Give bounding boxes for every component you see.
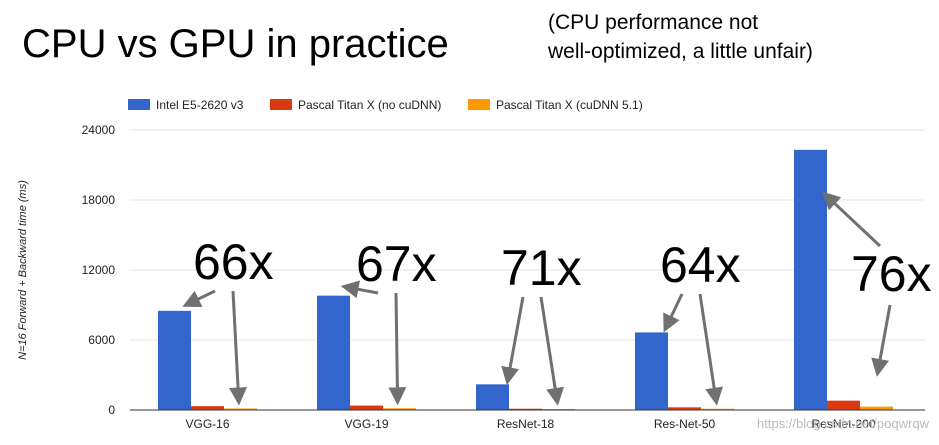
speedup-label: 66x bbox=[193, 234, 274, 290]
speedup-annotations: 66x 67x 71x 64x 76x bbox=[182, 191, 932, 406]
arrow-to-gpu-bar bbox=[539, 296, 565, 406]
y-tick-label: 18000 bbox=[82, 193, 116, 207]
speedup-label: 67x bbox=[356, 236, 437, 292]
bar bbox=[383, 408, 416, 410]
bar bbox=[158, 310, 191, 410]
x-tick-label: ResNet-200 bbox=[811, 417, 875, 431]
y-tick-label: 12000 bbox=[82, 263, 116, 277]
legend-swatch bbox=[468, 99, 490, 110]
speedup-label: 76x bbox=[851, 246, 932, 302]
bar bbox=[509, 408, 542, 410]
arrow-to-cpu-bar bbox=[663, 293, 684, 333]
arrow-to-cpu-bar bbox=[182, 289, 216, 308]
y-tick-label: 6000 bbox=[88, 333, 115, 347]
watermark: https://blog.csdn.net/poqwrqw bbox=[757, 416, 930, 431]
bar bbox=[350, 405, 383, 410]
arrow-to-cpu-bar bbox=[340, 280, 379, 299]
bar bbox=[701, 408, 734, 410]
legend: Intel E5-2620 v3 Pascal Titan X (no cuDNN… bbox=[128, 98, 643, 112]
grid-lines bbox=[130, 129, 925, 341]
arrow-to-cpu-bar bbox=[501, 296, 525, 386]
bar bbox=[224, 408, 257, 410]
arrow-to-gpu-bar bbox=[871, 304, 892, 377]
x-tick-label: Res-Net-50 bbox=[654, 417, 716, 431]
arrow-to-cpu-bar bbox=[821, 191, 882, 248]
legend-label: Intel E5-2620 v3 bbox=[156, 98, 244, 112]
axes: 0 6000 12000 18000 24000 VGG-16 VGG-19 ResNet-1… bbox=[82, 123, 925, 431]
bar bbox=[317, 295, 350, 410]
arrow-to-gpu-bar bbox=[388, 292, 407, 406]
speedup-label: 64x bbox=[660, 237, 741, 293]
y-tick-label: 24000 bbox=[82, 123, 116, 137]
y-axis-label: N=16 Forward + Backward time (ms) bbox=[17, 180, 29, 360]
x-tick-label: VGG-16 bbox=[185, 417, 229, 431]
bar bbox=[476, 384, 509, 410]
bar bbox=[635, 332, 668, 410]
legend-swatch bbox=[128, 99, 150, 110]
x-tick-label: VGG-19 bbox=[344, 417, 388, 431]
bar bbox=[668, 407, 701, 410]
slide-title: CPU vs GPU in practice bbox=[22, 22, 449, 66]
bar bbox=[860, 406, 893, 410]
bar bbox=[191, 406, 224, 410]
legend-swatch bbox=[270, 99, 292, 110]
y-tick-label: 0 bbox=[108, 403, 115, 417]
arrow-to-gpu-bar bbox=[229, 290, 248, 406]
subtitle-line-1: (CPU performance not bbox=[548, 11, 759, 34]
bar bbox=[794, 149, 827, 411]
arrow-to-gpu-bar bbox=[698, 293, 724, 406]
speedup-label: 71x bbox=[501, 240, 582, 296]
bars bbox=[158, 149, 893, 411]
legend-label: Pascal Titan X (cuDNN 5.1) bbox=[496, 98, 643, 112]
slide-subtitle: (CPU performance not well-optimized, a l… bbox=[548, 8, 813, 66]
subtitle-line-2: well-optimized, a little unfair) bbox=[548, 40, 813, 63]
bar bbox=[827, 400, 860, 410]
legend-label: Pascal Titan X (no cuDNN) bbox=[298, 98, 441, 112]
x-tick-label: ResNet-18 bbox=[497, 417, 555, 431]
